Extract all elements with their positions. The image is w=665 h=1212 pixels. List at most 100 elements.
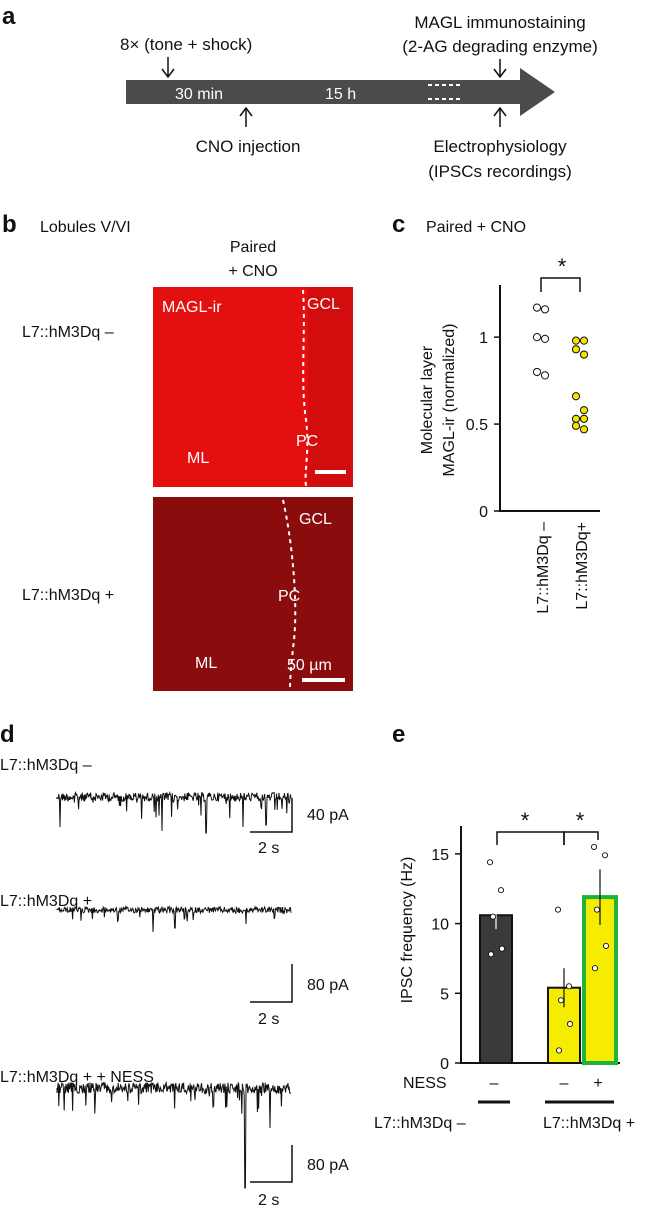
timeline-top-left: 8× (tone + shock) [120, 35, 252, 54]
pc-layer-line-1 [302, 289, 309, 487]
panel-e-point [565, 983, 573, 990]
trace-2-scale-x: 2 s [258, 1011, 279, 1028]
panel-c-point [579, 406, 589, 415]
panel-e-point [566, 1020, 574, 1028]
panel-c-point [579, 336, 589, 345]
timeline-ephys-2: (IPSCs recordings) [428, 162, 572, 181]
group-2-label: L7::hM3Dq + [543, 1115, 635, 1132]
timeline-top-right-2: (2-AG degrading enzyme) [402, 37, 598, 56]
panel-e-star-1: * [521, 808, 530, 833]
panel-c-point [571, 345, 581, 354]
panel-e-point [486, 859, 494, 866]
row-label-minus: L7::hM3Dq – [22, 324, 114, 341]
panel-e-point [555, 1047, 563, 1054]
panel-e-label: e [392, 721, 405, 748]
ness-value-1: – [490, 1075, 499, 1092]
panel-e-sig-bracket-2 [563, 831, 599, 845]
img1-ml: ML [187, 450, 209, 467]
panel-b-title: Lobules V/VI [40, 219, 131, 236]
panel-c-sig-bracket [540, 277, 581, 292]
timeline-ephys-1: Electrophysiology [433, 137, 567, 156]
panel-e-point [489, 913, 497, 920]
panel-c-ytick-label: 0 [479, 504, 488, 521]
trace-3-scale-x: 2 s [258, 1192, 279, 1209]
panel-c-point [571, 414, 581, 423]
img2-pc: PC [278, 588, 300, 605]
pc-layer-line-2 [282, 499, 297, 691]
group-1-label: L7::hM3Dq – [374, 1115, 466, 1132]
img1-pc: PC [296, 433, 318, 450]
micrograph-plus [153, 497, 353, 691]
panel-a-label: a [2, 3, 16, 30]
panel-c-point [532, 367, 542, 377]
panel-e-point [554, 906, 562, 913]
panel-b-col-2: + CNO [228, 263, 277, 280]
panel-e-point [593, 906, 601, 913]
panel-e-sig-bracket-1 [496, 831, 565, 845]
trace-3-scalebar [250, 1145, 293, 1183]
panel-c-point [532, 333, 542, 342]
timeline-30min: 30 min [175, 86, 223, 103]
panel-c-ytick-label: 1 [479, 330, 488, 347]
img2-gcl: GCL [299, 511, 332, 528]
panel-c-point [540, 334, 550, 343]
panel-c-point [579, 414, 589, 423]
trace-2-scale-y: 80 pA [307, 977, 349, 994]
panel-a: a 8× (tone + shock) MAGL immunostaining … [2, 3, 598, 181]
row-label-plus: L7::hM3Dq + [22, 587, 114, 604]
panel-e-point [498, 945, 506, 952]
ness-value-2: – [560, 1075, 569, 1092]
img2-ml: ML [195, 655, 217, 672]
ness-value-3: + [593, 1075, 602, 1092]
panel-e-point [590, 843, 598, 850]
trace-1-scalebar [250, 798, 293, 833]
panel-c-title: Paired + CNO [426, 219, 526, 236]
panel-b: b Lobules V/VI Paired + CNO L7::hM3Dq – … [2, 211, 353, 691]
panel-c-point [540, 371, 550, 380]
panel-c-ylabel-1: Molecular layer [419, 345, 436, 454]
panel-c-ytick-label: 0.5 [466, 417, 488, 434]
timeline-15h: 15 h [325, 86, 356, 103]
panel-e-bar [479, 914, 513, 1064]
img1-gcl: GCL [307, 296, 340, 313]
panel-c-cat-1: L7::hM3Dq – [535, 522, 552, 614]
trace-2 [56, 905, 292, 933]
panel-e-ytick-label: 5 [440, 986, 449, 1003]
panel-e-star-2: * [576, 808, 585, 833]
panel-c-point [579, 350, 589, 359]
panel-e-ytick-label: 10 [431, 917, 449, 934]
img2-scale: 50 µm [287, 657, 332, 674]
panel-c-cat-2: L7::hM3Dq+ [574, 522, 591, 610]
timeline-cno: CNO injection [196, 137, 301, 156]
panel-c-label: c [392, 211, 405, 238]
panel-e-point [601, 852, 609, 859]
timeline-arrow [126, 68, 555, 116]
trace-1-label: L7::hM3Dq – [0, 757, 92, 774]
ness-label: NESS [403, 1075, 447, 1092]
panel-c-point [571, 421, 581, 430]
panel-c: c Paired + CNO Molecular layer MAGL-ir (… [392, 211, 600, 614]
trace-1-scale-y: 40 pA [307, 807, 349, 824]
panel-c-star: * [558, 254, 567, 279]
trace-3 [56, 1080, 292, 1189]
timeline-top-right-1: MAGL immunostaining [414, 13, 585, 32]
panel-c-point [579, 425, 589, 434]
panel-e-point [591, 965, 599, 972]
trace-2-label: L7::hM3Dq + [0, 893, 92, 910]
panel-c-point [571, 336, 581, 345]
panel-b-label: b [2, 211, 17, 238]
panel-e-point [487, 951, 495, 958]
panel-c-point [571, 392, 581, 401]
trace-1-scale-x: 2 s [258, 840, 279, 857]
panel-e-ytick-label: 15 [431, 847, 449, 864]
panel-e-point [602, 942, 610, 949]
panel-b-col-1: Paired [230, 239, 276, 256]
panel-c-ylabel-2: MAGL-ir (normalized) [441, 324, 458, 477]
panel-e-ytick-label: 0 [440, 1056, 449, 1073]
panel-c-point [540, 305, 550, 314]
trace-3-scale-y: 80 pA [307, 1157, 349, 1174]
img1-magl: MAGL-ir [162, 299, 222, 316]
panel-e-point [557, 997, 565, 1004]
